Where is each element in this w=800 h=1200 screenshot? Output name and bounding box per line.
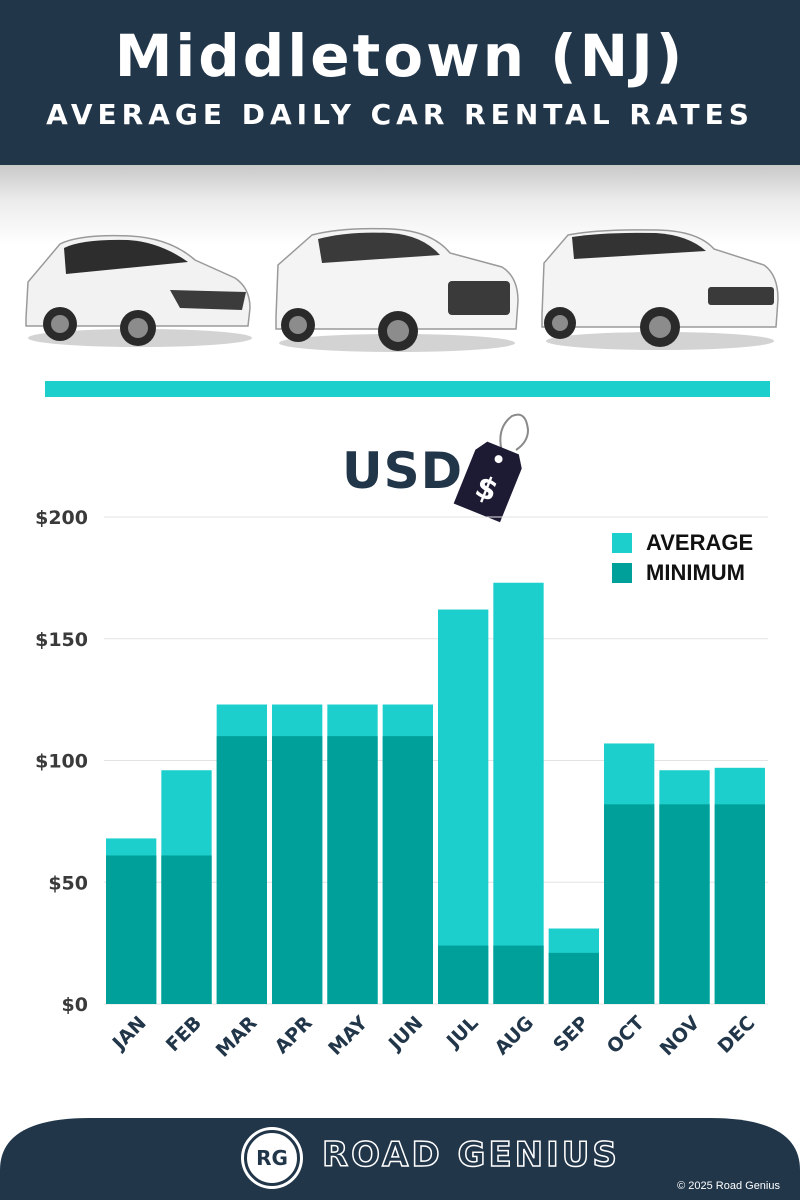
y-tick-label: $0	[62, 994, 88, 1016]
suv-car-image	[275, 227, 519, 352]
rental-rates-chart: $0$50$100$150$200 JAN FEB MAR APR MAY JUN JUL A…	[35, 507, 768, 1062]
x-tick-label: DEC	[714, 1012, 760, 1058]
legend-label-minimum: MINIMUM	[646, 560, 745, 585]
y-tick-label: $150	[35, 629, 88, 651]
car-photo-band	[0, 165, 800, 365]
header-banner: Middletown (NJ) AVERAGE DAILY CAR RENTAL…	[0, 0, 800, 165]
chart-grid	[104, 516, 768, 1005]
bar-average-aug	[493, 582, 544, 1004]
brand-name[interactable]: ROAD GENIUS	[321, 1134, 620, 1176]
luxury-suv-car-image	[541, 229, 779, 350]
bar-minimum-jan	[106, 855, 157, 1004]
x-tick-label: JAN	[107, 1012, 151, 1056]
bar-minimum-feb	[161, 855, 212, 1004]
page-subtitle: AVERAGE DAILY CAR RENTAL RATES	[46, 98, 754, 131]
x-tick-label: APR	[271, 1012, 317, 1058]
bar-minimum-jul	[438, 945, 489, 1004]
bar-minimum-oct	[604, 804, 655, 1004]
x-tick-label: MAY	[324, 1012, 372, 1060]
bar-minimum-apr	[272, 736, 323, 1004]
currency-label: USD	[342, 442, 464, 500]
bar-average-jul	[438, 609, 489, 1004]
legend-label-average: AVERAGE	[646, 530, 754, 555]
bar-minimum-nov	[659, 804, 710, 1004]
x-axis-ticks: JAN FEB MAR APR MAY JUN JUL AUG SEP OCT NOV DEC	[107, 1012, 759, 1062]
x-tick-label: JUN	[383, 1012, 427, 1056]
x-tick-label: MAR	[212, 1012, 262, 1062]
x-tick-label: SEP	[549, 1012, 593, 1056]
page-title: Middletown (NJ)	[114, 22, 686, 90]
legend-swatch-minimum	[612, 563, 632, 583]
y-tick-label: $50	[48, 872, 88, 894]
legend-item-average: AVERAGE	[612, 528, 753, 558]
bar-minimum-sep	[548, 952, 599, 1004]
accent-divider	[45, 381, 770, 397]
minimum-bars	[106, 736, 765, 1004]
bar-minimum-jun	[382, 736, 433, 1004]
bar-minimum-may	[327, 736, 378, 1004]
road-genius-logo[interactable]: RG	[244, 1130, 300, 1186]
footer-banner	[0, 1118, 800, 1200]
bar-minimum-aug	[493, 945, 544, 1004]
legend-swatch-average	[612, 533, 632, 553]
x-tick-label: FEB	[162, 1012, 206, 1056]
y-tick-label: $100	[35, 751, 88, 773]
x-tick-label: JUL	[441, 1012, 482, 1053]
y-tick-label: $200	[35, 507, 88, 529]
bar-minimum-dec	[714, 804, 765, 1004]
x-tick-label: NOV	[656, 1012, 704, 1060]
bar-minimum-mar	[216, 736, 267, 1004]
x-tick-label: AUG	[491, 1012, 538, 1059]
copyright-text: © 2025 Road Genius	[677, 1180, 780, 1192]
y-axis-ticks: $0 $50 $100 $150 $200	[35, 507, 88, 1016]
x-tick-label: OCT	[603, 1012, 649, 1058]
legend-item-minimum: MINIMUM	[612, 558, 753, 588]
chart-legend: AVERAGE MINIMUM	[612, 528, 753, 588]
hatchback-car-image	[25, 234, 252, 347]
price-tag-icon: $	[453, 413, 530, 523]
